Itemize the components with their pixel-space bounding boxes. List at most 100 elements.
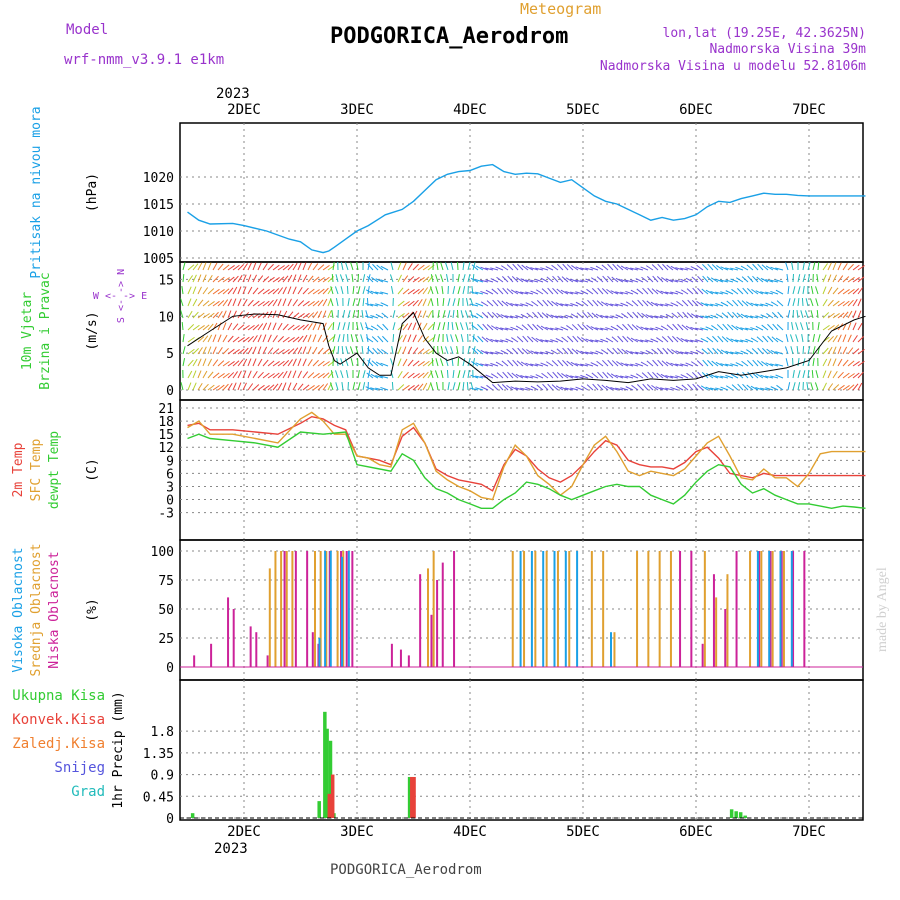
wind-arrow [337,322,341,331]
bar-low_cloud [769,551,772,667]
wind-arrow [447,321,450,331]
y-tick-label: 0.45 [143,790,174,805]
wind-arrow [600,338,609,343]
bar-total_precip [325,728,329,818]
wind-arrow [837,301,845,307]
wind-arrow [540,277,549,283]
wind-arrow [755,325,764,331]
wind-arrow [595,313,604,319]
wind-arrow [582,311,589,319]
wind-arrow [655,386,664,391]
wind-arrow [700,337,709,343]
wind-arrow [242,382,247,391]
bar-mid_cloud [280,551,283,667]
meteogram-label: Meteogram [520,0,601,18]
wind-arrow [331,273,334,283]
wind-arrow [636,325,644,331]
wind-arrow [257,384,265,391]
wind-arrow [187,324,195,331]
wind-arrow [832,262,837,271]
wind-arrow [761,361,769,367]
wind-arrow [342,334,345,343]
wind-arrow [451,321,454,331]
wind-arrow [287,337,295,343]
wind-arrow [322,310,327,319]
wind-arrow [472,273,475,283]
wind-arrow [520,291,529,295]
bar-mid_cloud [427,568,429,667]
wind-arrow [402,301,410,307]
wind-arrow [847,347,854,355]
wind-arrow [736,312,744,319]
wind-arrow [412,360,420,367]
wind-arrow [427,336,435,343]
wind-arrow [551,300,559,307]
wind-arrow [575,363,584,367]
wind-arrow [435,382,439,391]
wind-arrow [571,348,579,355]
wind-arrow [535,289,544,295]
wind-arrow [485,289,494,295]
wind-arrow [282,310,288,319]
wind-arrow [337,334,341,343]
wind-arrow [257,312,265,319]
wind-arrow [662,347,669,355]
precip-legend-item: Grad [71,784,105,800]
footer-title: PODGORICA_Aerodrom [330,862,482,878]
wind-arrow [207,371,214,379]
wind-arrow [207,334,213,343]
wind-arrow [612,347,619,355]
bar-mid_cloud [285,551,288,667]
wind-arrow [525,279,534,283]
wind-arrow [752,263,759,271]
wind-arrow [491,325,499,331]
wind-arrow [646,275,654,283]
wind-arrow [601,288,609,295]
y-tick-label: 12 [158,441,174,456]
wind-arrow [352,285,355,295]
wind-arrow [555,327,564,331]
wind-arrow [502,371,509,379]
wind-arrow [827,358,832,367]
wind-arrow [797,382,801,391]
wind-arrow [462,381,465,391]
wind-arrow [262,300,270,307]
wind-arrow [542,383,549,391]
wind-arrow [317,360,325,367]
wind-arrow [521,348,529,355]
wind-arrow [660,373,669,379]
wind-arrow [431,357,434,367]
wind-arrow [452,369,455,379]
wind-arrow [750,327,759,331]
wind-arrow [351,274,354,283]
wind-arrow [620,375,629,379]
wind-arrow [837,334,842,343]
wind-arrow [272,335,278,343]
wind-arrow [257,301,265,307]
wind-arrow [517,347,524,355]
wind-arrow [355,346,359,355]
bar-mid_cloud [715,597,718,667]
wind-arrow [501,360,509,367]
wind-arrow [490,362,499,367]
wind-arrow [815,286,819,295]
wind-arrow [671,349,679,355]
wind-arrow [565,290,574,295]
y-tick-label: 6 [166,467,174,482]
wind-arrow [192,263,199,271]
wind-arrow [472,335,479,343]
bar-high_cloud [779,551,782,667]
wind-arrow [832,370,838,379]
wind-arrow [550,339,559,343]
wind-arrow [716,265,724,271]
wind-arrow [510,302,519,307]
wind-arrow [222,288,230,295]
wind-arrow [389,274,394,283]
wind-arrow [651,264,659,271]
wind-arrow [525,362,534,367]
wind-arrow [582,323,589,331]
wind-arrow [645,327,654,331]
wind-arrow [810,310,814,319]
wind-arrow [322,348,330,355]
wind-arrow [282,275,289,283]
